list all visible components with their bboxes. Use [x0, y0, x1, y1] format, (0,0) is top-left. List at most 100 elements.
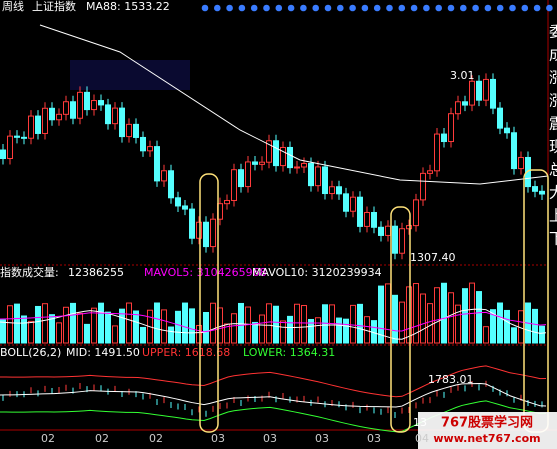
volume-bar [203, 311, 209, 344]
side-panel-char: 涨 [549, 69, 557, 87]
volume-bar [168, 326, 174, 344]
volume-bar [112, 325, 118, 344]
candle-body [77, 91, 83, 119]
volume-bar [448, 292, 454, 344]
volume-bar [161, 309, 167, 344]
period-label[interactable]: 周线 [2, 0, 24, 13]
x-tick-label: 03 [315, 432, 329, 445]
candle-body [469, 80, 475, 106]
mavol10: MAVOL10: 3120239934 [252, 266, 382, 279]
candle-body [28, 115, 34, 139]
volume-bar [497, 302, 503, 344]
candle-body [21, 136, 27, 139]
candle-body [105, 104, 111, 125]
volume-bar [266, 303, 272, 344]
candle-body [98, 100, 104, 106]
indicator-dot [398, 4, 406, 12]
volume-title: 指数成交量: [0, 265, 59, 279]
candle-body [210, 218, 216, 248]
candle-body [336, 186, 342, 195]
boll-lower-line [0, 400, 547, 433]
candle-body [483, 78, 489, 101]
indicator-dot [386, 4, 393, 12]
candle-body [70, 101, 76, 119]
candle-body [245, 161, 251, 188]
indicator-dot [275, 4, 283, 12]
candle-body [287, 146, 293, 169]
volume-bar [63, 306, 69, 344]
candle-body [266, 140, 272, 163]
side-panel-char: 委 [549, 23, 557, 41]
mavol-line [0, 308, 547, 340]
volume-bar [539, 325, 545, 344]
indicator-dot [337, 4, 344, 12]
candle-body [280, 146, 286, 167]
indicator-dot [460, 4, 467, 12]
side-panel-char: 下 [549, 230, 557, 248]
x-tick-label: 02 [41, 432, 55, 445]
candle-body [539, 190, 545, 195]
indicator-dot [496, 4, 504, 12]
indicator-dot [287, 4, 295, 12]
x-tick-label: 03 [367, 432, 381, 445]
volume-bar [7, 305, 13, 344]
side-panel-char: 成 [549, 46, 557, 64]
volume-bar [70, 302, 76, 344]
indicator-dot [300, 4, 307, 12]
indicator-dot [509, 4, 516, 12]
volume-bar [294, 303, 300, 344]
watermark-url: www.net767.com [433, 432, 540, 445]
candle-body [434, 133, 440, 172]
volume-bar [483, 326, 489, 344]
volume-bar [224, 323, 230, 344]
volume-bar [357, 303, 363, 344]
volume-bar [378, 285, 384, 344]
indicator-dot [238, 4, 246, 12]
side-panel-char: 大 [549, 184, 557, 202]
candle-body [308, 162, 314, 187]
candle-body [196, 221, 202, 239]
volume-bar [427, 303, 433, 344]
volume-bar [413, 283, 419, 344]
low-label: 1307.40 [410, 251, 456, 264]
volume-bar [252, 321, 258, 344]
volume-bar [308, 318, 314, 344]
volume-bar [119, 308, 125, 344]
volume-bar [105, 311, 111, 344]
indicator-dot [533, 4, 541, 12]
indicator-dot [447, 4, 455, 12]
indicator-dot [263, 4, 270, 12]
volume-bar [490, 309, 496, 344]
candle-body [476, 80, 482, 101]
side-panel-char: 涨 [549, 92, 557, 110]
candle-body [0, 149, 6, 159]
volume-bar [511, 327, 517, 344]
candle-body [273, 140, 279, 167]
watermark-box [418, 412, 557, 449]
candle-body [161, 170, 167, 182]
indicator-dot [312, 4, 320, 12]
ma-label: MA88: 1533.22 [86, 0, 170, 13]
candle-body [441, 133, 447, 143]
volume-bar [210, 302, 216, 344]
candle-body [91, 100, 97, 111]
candle-body [49, 107, 55, 121]
candle-body [462, 101, 468, 106]
candle-body [175, 197, 181, 207]
volume-bar [133, 310, 139, 344]
index-name[interactable]: 上证指数 [32, 0, 76, 13]
boll-high-label: 1783.01 [428, 373, 474, 386]
indicator-dot [361, 4, 369, 12]
candle-body [42, 107, 48, 134]
candle-body [182, 205, 188, 210]
side-panel-char: 现 [549, 138, 557, 156]
indicator-dot [472, 4, 479, 12]
volume-bar [238, 302, 244, 344]
candle-body [399, 228, 405, 254]
indicator-dot [484, 4, 492, 12]
volume-bar [273, 305, 279, 344]
candle-body [252, 161, 258, 165]
volume-bar [280, 320, 286, 344]
volume-bar [154, 302, 160, 344]
candle-body [203, 221, 209, 248]
